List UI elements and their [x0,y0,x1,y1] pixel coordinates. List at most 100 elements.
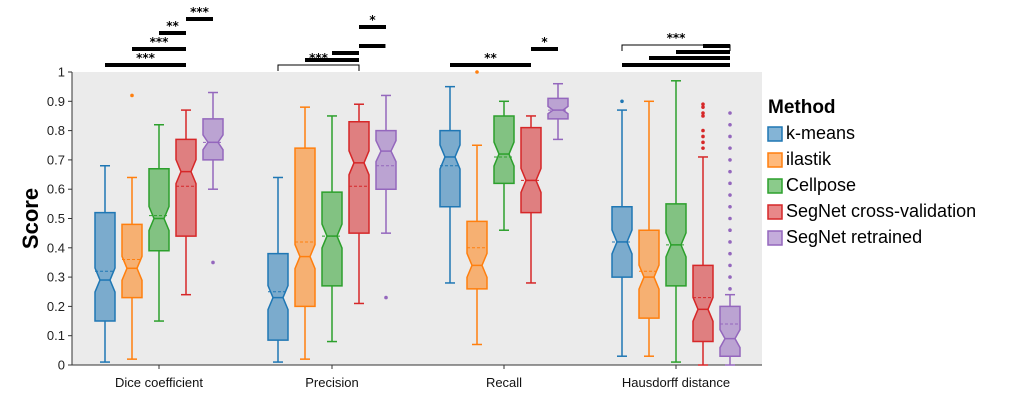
notched-box [719,305,741,357]
significance-label: *** [667,31,687,45]
box-k-means [439,85,461,284]
legend-label: SegNet retrained [786,227,922,247]
box-k-means [611,99,633,357]
y-axis: 0 0.1 0.2 0.3 0.4 0.5 0.6 0.7 0.8 0.9 1 Score [18,65,73,373]
notched-box [547,97,569,120]
outlier-point [701,111,705,115]
notched-box [692,264,714,343]
legend-swatch [767,204,783,220]
box-segnet-retrained [719,111,741,366]
notched-box [148,167,170,252]
notched-box [493,115,515,185]
box-segnet-retrained [202,91,224,265]
notched-box [121,223,143,299]
box-k-means [94,165,116,363]
outlier-point [728,228,732,233]
outlier-point [211,260,215,265]
y-tick-label: 0.6 [47,182,65,197]
outlier-point [728,204,732,209]
x-tick-label: Precision [305,375,358,390]
box-ilastik [121,93,143,360]
y-tick-label: 0.9 [47,94,65,109]
notched-box [439,129,461,208]
outlier-point [728,181,732,186]
outlier-point [728,193,732,197]
y-tick-label: 0.7 [47,152,65,167]
outlier-point [701,134,705,139]
outlier-point [701,102,705,107]
y-tick-label: 0.5 [47,211,65,226]
box-ilastik [294,106,316,360]
legend-label: k-means [786,123,855,143]
notched-box [294,147,316,308]
outlier-point [701,114,705,118]
outlier-point [130,93,134,98]
outlier-point [701,146,705,150]
box-ilastik [466,70,488,346]
notched-box [520,126,542,214]
legend-swatch [767,230,783,246]
y-tick-label: 0.3 [47,270,65,285]
significance-label: * [369,13,376,27]
outlier-point [728,240,732,244]
legend-title: Method [768,97,836,118]
box-segnet-cross-validation [692,102,714,366]
outlier-point [728,122,732,127]
y-tick-label: 1 [58,65,65,80]
notched-box [94,211,116,322]
box-cellpose [665,80,687,363]
outlier-point [620,99,624,104]
box-cellpose [321,115,343,343]
outlier-point [728,169,732,174]
outlier-point [701,128,705,133]
notched-box [638,229,660,319]
notched-box [321,191,343,287]
significance-bracket [277,64,360,71]
legend-swatch [767,178,783,194]
outlier-point [701,140,705,145]
outlier-point [728,158,732,162]
y-tick-label: 0.4 [47,240,65,255]
outlier-point [728,216,732,221]
outlier-point [728,111,732,115]
notched-box [375,129,397,190]
outlier-point [728,251,732,256]
outlier-point [384,295,388,300]
y-tick-label: 0.1 [47,328,65,343]
legend-swatch [767,126,783,142]
significance-label: ** [166,19,179,33]
box-cellpose [148,123,170,322]
legend-swatch [767,152,783,168]
outlier-point [475,70,479,74]
box-segnet-cross-validation [348,103,370,305]
box-segnet-retrained [375,94,397,300]
significance-label: *** [190,5,210,19]
notched-box [202,118,224,161]
box-cellpose [493,100,515,231]
y-axis-title: Score [18,188,43,249]
y-tick-label: 0.8 [47,123,65,138]
outlier-point [728,146,732,150]
box-series [94,70,741,366]
significance-label: ** [484,51,497,65]
significance-brackets: ********************* [105,5,731,71]
notched-box [348,121,370,234]
box-ilastik [638,100,660,357]
x-tick-label: Recall [486,375,522,390]
significance-label: *** [150,35,170,49]
legend-label: Cellpose [786,175,856,195]
y-tick-label: 0.2 [47,299,65,314]
significance-label: * [541,35,548,49]
notched-box [175,138,197,237]
box-segnet-cross-validation [520,115,542,284]
x-axis: Dice coefficient Precision Recall Hausdorff… [72,364,762,390]
box-k-means [267,176,289,363]
legend: Method k-means ilastik Cellpose SegNet cross… [767,97,976,247]
box-segnet-retrained [547,82,569,141]
outlier-point [701,105,705,109]
box-segnet-cross-validation [175,109,197,296]
legend-label: SegNet cross-validation [786,201,976,221]
legend-label: ilastik [786,149,832,169]
x-tick-label: Dice coefficient [115,375,203,390]
